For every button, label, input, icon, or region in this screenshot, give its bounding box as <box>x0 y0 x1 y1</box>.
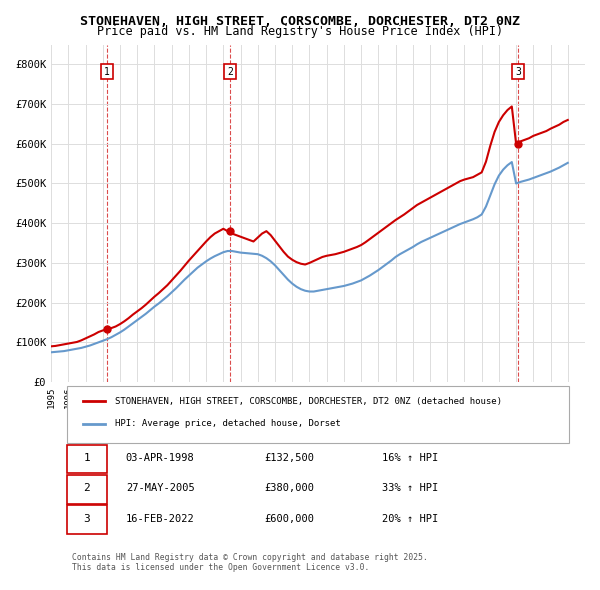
Text: £132,500: £132,500 <box>265 453 314 463</box>
Text: 33% ↑ HPI: 33% ↑ HPI <box>382 483 439 493</box>
Text: HPI: Average price, detached house, Dorset: HPI: Average price, detached house, Dors… <box>115 419 341 428</box>
Text: 16-FEB-2022: 16-FEB-2022 <box>126 514 194 524</box>
FancyBboxPatch shape <box>67 386 569 443</box>
Text: 3: 3 <box>515 67 521 77</box>
Text: 1: 1 <box>83 453 90 463</box>
Text: 27-MAY-2005: 27-MAY-2005 <box>126 483 194 493</box>
Text: 16% ↑ HPI: 16% ↑ HPI <box>382 453 439 463</box>
Text: Contains HM Land Registry data © Crown copyright and database right 2025.
This d: Contains HM Land Registry data © Crown c… <box>73 553 428 572</box>
Text: Price paid vs. HM Land Registry's House Price Index (HPI): Price paid vs. HM Land Registry's House … <box>97 25 503 38</box>
Text: 2: 2 <box>83 483 90 493</box>
Text: STONEHAVEN, HIGH STREET, CORSCOMBE, DORCHESTER, DT2 0NZ (detached house): STONEHAVEN, HIGH STREET, CORSCOMBE, DORC… <box>115 396 502 405</box>
Text: 2: 2 <box>227 67 233 77</box>
Text: 20% ↑ HPI: 20% ↑ HPI <box>382 514 439 524</box>
FancyBboxPatch shape <box>67 475 107 504</box>
Text: 3: 3 <box>83 514 90 524</box>
Text: £600,000: £600,000 <box>265 514 314 524</box>
Text: 03-APR-1998: 03-APR-1998 <box>126 453 194 463</box>
Text: £380,000: £380,000 <box>265 483 314 493</box>
Text: 1: 1 <box>104 67 110 77</box>
Text: STONEHAVEN, HIGH STREET, CORSCOMBE, DORCHESTER, DT2 0NZ: STONEHAVEN, HIGH STREET, CORSCOMBE, DORC… <box>80 15 520 28</box>
FancyBboxPatch shape <box>67 506 107 534</box>
FancyBboxPatch shape <box>67 445 107 473</box>
